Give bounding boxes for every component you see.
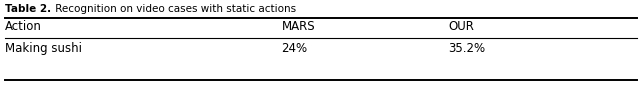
Text: 24%: 24% bbox=[282, 42, 308, 55]
Text: Action: Action bbox=[5, 20, 42, 33]
Text: MARS: MARS bbox=[282, 20, 316, 33]
Text: Recognition on video cases with static actions: Recognition on video cases with static a… bbox=[52, 4, 296, 14]
Text: Making sushi: Making sushi bbox=[5, 42, 82, 55]
Text: 35.2%: 35.2% bbox=[448, 42, 485, 55]
Text: Table 2.: Table 2. bbox=[5, 4, 51, 14]
Text: OUR: OUR bbox=[448, 20, 474, 33]
